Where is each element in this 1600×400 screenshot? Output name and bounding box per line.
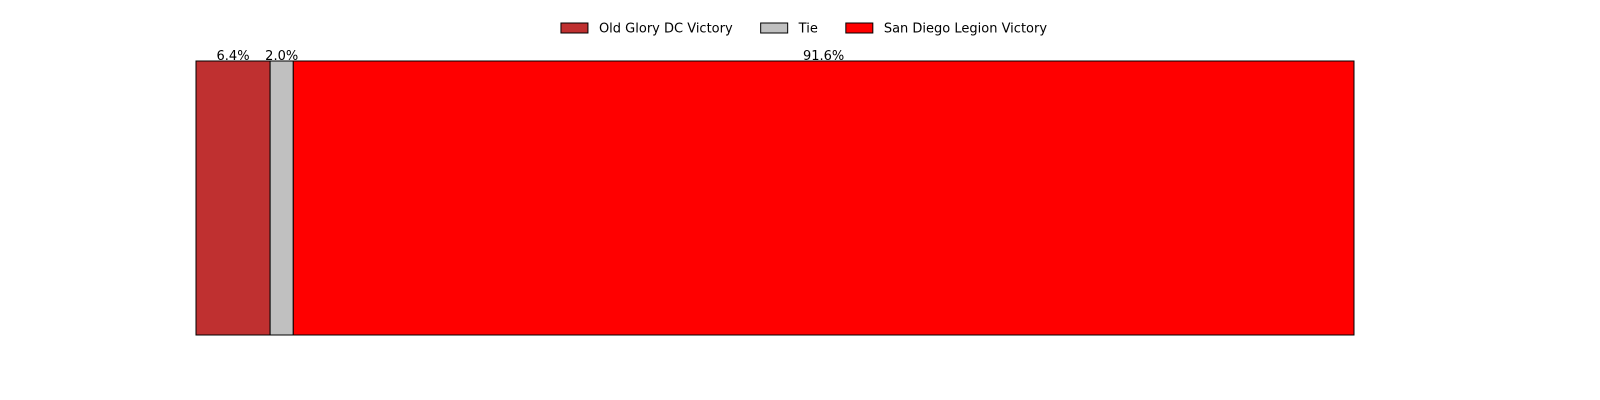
legend-swatch-old-glory-dc-victory: [560, 22, 589, 34]
pct-label-san-diego-legion-victory: 91.6%: [803, 49, 844, 64]
legend-label-old-glory-dc-victory: Old Glory DC Victory: [599, 22, 733, 37]
chart-legend: Old Glory DC Victory Tie San Diego Legion …: [560, 22, 1048, 37]
legend-label-tie: Tie: [798, 22, 818, 37]
percentage-labels: 6.4% 2.0% 91.6%: [217, 49, 845, 64]
pct-label-old-glory-dc-victory: 6.4%: [217, 49, 250, 64]
bar-san-diego-legion-victory: [292, 60, 1355, 336]
bar-tie: [269, 60, 294, 336]
pct-label-tie: 2.0%: [265, 49, 298, 64]
legend-swatch-san-diego-legion-victory: [845, 22, 874, 34]
legend-swatch-tie: [760, 22, 789, 34]
bar-segments: [195, 60, 1355, 336]
bar-old-glory-dc-victory: [195, 60, 271, 336]
legend-label-san-diego-legion-victory: San Diego Legion Victory: [884, 22, 1048, 37]
